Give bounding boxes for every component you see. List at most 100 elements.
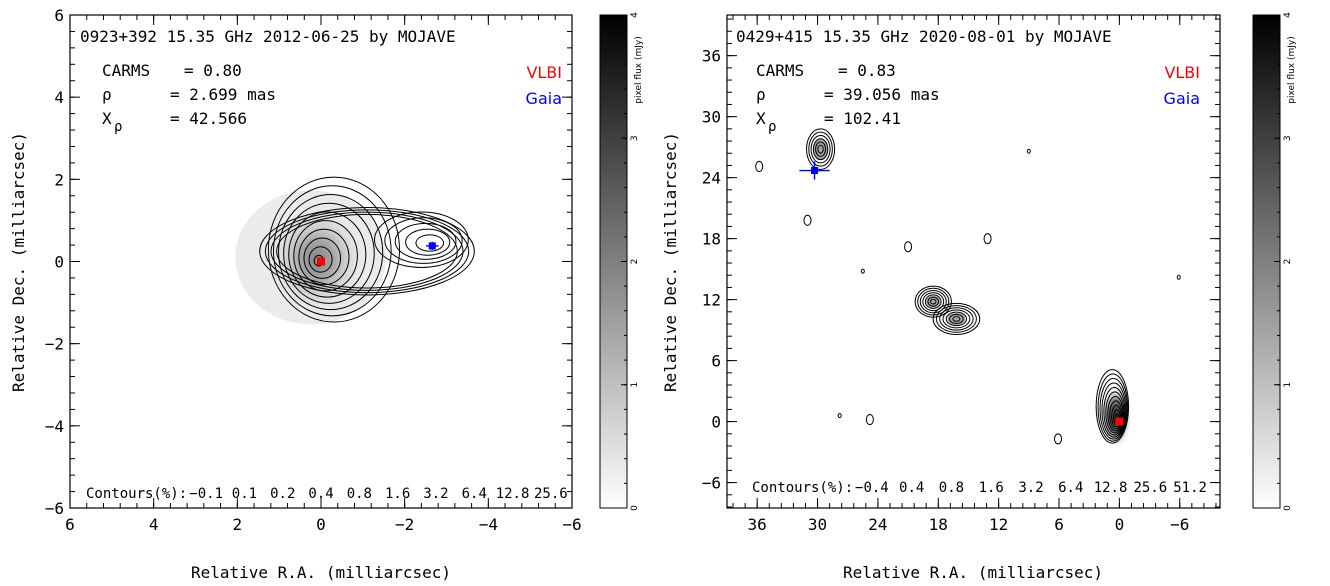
contour-level: 12.8 [496,486,530,502]
contour-level: 0.4 [899,480,924,496]
vlbi-marker [317,257,325,266]
contour-line [405,228,451,256]
contour-line [1099,378,1128,440]
contour-level: 3.2 [1018,480,1043,496]
y-tick-label: 24 [702,169,721,188]
contour-set [259,176,475,323]
contour-line [817,144,824,154]
x-tick-label: 30 [808,515,827,534]
contour-line [904,241,913,253]
contour-level: 51.2 [1173,480,1207,496]
contour-line [755,160,764,172]
colorbar-tick-label: 1 [1283,382,1293,388]
colorbar-tick-label: 2 [630,259,640,265]
contour-line [860,268,865,274]
contour-line [1095,369,1130,444]
contour-levels: −0.4 0.4 0.8 1.6 3.2 6.4 12.8 25.6 51.2 [855,480,1207,496]
flux-image [235,190,386,325]
contour-line [927,296,940,307]
plot-axes: 36 30 24 18 12 6 0 −6 36 30 24 18 12 6 0 −6 [702,14,1221,534]
gaia-marker [811,167,819,175]
contour-line [1176,274,1181,280]
stat-name: ρ [756,85,766,104]
contour-level: 12.8 [1094,480,1128,496]
contour-label: Contours(%): [752,480,853,496]
contour-line [806,128,836,170]
x-tick-label: −2 [395,515,414,534]
contour-line [283,202,375,304]
stat-value: = 0.80 [184,61,242,80]
contour-level: 3.2 [423,486,448,502]
core-emission [1100,384,1133,449]
x-tick-label: 6 [65,515,75,534]
contour-level: 1.6 [385,486,410,502]
stat-value: = 2.699 mas [170,85,276,104]
y-tick-label: −4 [45,417,64,436]
colorbar-tick-label: 0 [630,505,640,511]
contour-line [1101,382,1127,438]
contour-line [1103,386,1126,436]
y-tick-label: −2 [45,335,64,354]
contour-line [914,285,952,318]
contour-line [267,176,401,323]
x-tick-label: 12 [989,515,1008,534]
contour-line [837,412,842,419]
stat-value: = 42.566 [170,109,247,128]
stat-name: X [102,109,112,128]
contour-line [259,207,475,296]
contour-line [808,131,833,167]
legend-gaia: Gaia [526,89,562,108]
contour-level: −0.4 [855,480,889,496]
stat-subscript: ρ [768,119,776,135]
contour-line [288,211,367,298]
contour-line [272,185,392,317]
contour-line [942,309,971,329]
contour-level: 25.6 [1133,480,1167,496]
contour-line [865,414,874,426]
contour-line [924,294,942,309]
colorbar: 0 1 2 3 4 pixel flux (mJy) [1252,12,1297,511]
x-tick-label: 2 [233,515,243,534]
contour-line [270,211,464,291]
y-tick-label: 30 [702,108,721,127]
x-tick-label: 4 [149,515,159,534]
contour-line [952,316,961,322]
colorbar-tick-label: 3 [630,135,640,141]
contour-level: 6.4 [1058,480,1083,496]
contour-line [939,307,974,331]
contour-levels: −0.1 0.1 0.2 0.4 0.8 1.6 3.2 6.4 12.8 25.6 [189,486,567,502]
contour-line [1109,400,1123,430]
contour-level: −0.1 [189,486,223,502]
stat-subscript: ρ [114,119,122,135]
contour-line [303,237,342,279]
stats-block: CARMS = 0.80 ρ = 2.699 mas X ρ = 42.566 [102,61,276,135]
contour-line [384,217,463,264]
contour-line [803,214,812,226]
contour-line [812,138,829,161]
stat-name: CARMS [102,61,150,80]
legend-vlbi: VLBI [1164,63,1200,82]
gaia-marker [428,242,436,250]
contour-line [930,298,937,305]
colorbar-tick-label: 1 [630,382,640,388]
contour-level: 0.8 [347,486,372,502]
chart-title: 0923+392 15.35 GHz 2012-06-25 by MOJAVE [80,27,456,46]
x-tick-label: 24 [868,515,887,534]
contour-line [1053,433,1063,445]
x-tick-label: 36 [748,515,767,534]
colorbar-label: pixel flux (mJy) [634,36,644,104]
contour-level: 0.1 [232,486,257,502]
contour-line [276,213,458,289]
x-tick-label: −4 [479,515,498,534]
y-tick-label: 6 [711,352,721,371]
stat-value: = 39.056 mas [824,85,940,104]
y-tick-label: 4 [54,88,64,107]
y-axis-label: Relative Dec. (milliarcsec) [661,132,680,392]
x-tick-label: 0 [316,515,326,534]
contour-line [919,290,947,314]
x-tick-label: 0 [1115,515,1125,534]
contour-level: 0.2 [270,486,295,502]
flux-image [813,138,1133,449]
